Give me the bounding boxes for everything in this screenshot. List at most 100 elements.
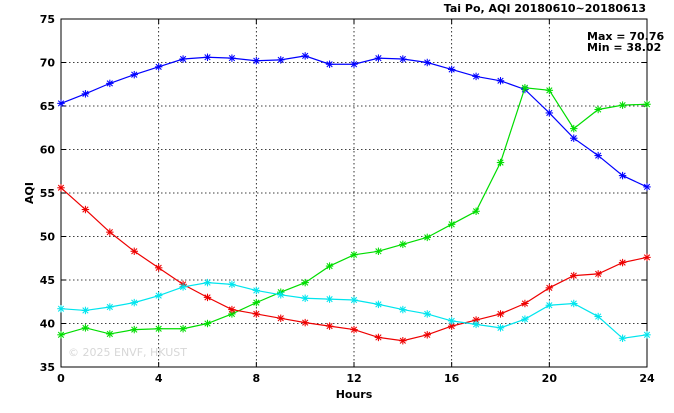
series-1-point-4 xyxy=(154,63,163,71)
series-2-point-14 xyxy=(399,240,407,249)
y-tick-label-45: 45 xyxy=(40,274,55,287)
series-4-point-17 xyxy=(472,320,480,329)
series-1-point-11 xyxy=(325,60,334,68)
series-4-point-20 xyxy=(545,301,554,309)
watermark-label: © 2025 ENVF, HKUST xyxy=(68,346,187,359)
series-3-point-3 xyxy=(130,247,138,256)
series-1-point-24 xyxy=(643,183,651,191)
x-tick-label-24: 24 xyxy=(639,372,655,385)
series-2-point-11 xyxy=(325,262,334,270)
series-2-point-10 xyxy=(301,278,309,287)
series-4-point-5 xyxy=(179,283,187,291)
series-4-point-9 xyxy=(277,291,285,299)
x-axis-label: Hours xyxy=(336,388,373,401)
x-tick-label-0: 0 xyxy=(57,372,65,385)
series-3-point-6 xyxy=(203,293,212,302)
series-4-point-13 xyxy=(374,300,383,309)
series-2-point-5 xyxy=(179,324,187,333)
tick-layer: 0 4 8 12 16 20 24 35 40 45 50 55 60 65 70 75 xyxy=(40,13,655,385)
x-tick-label-12: 12 xyxy=(346,372,361,385)
series-3-point-23 xyxy=(618,258,627,267)
series-4-point-1 xyxy=(81,306,90,315)
series-4-point-4 xyxy=(154,291,163,300)
series-4-point-11 xyxy=(325,295,334,303)
series-2-point-2 xyxy=(106,330,114,338)
y-tick-label-55: 55 xyxy=(40,187,55,200)
series-3-point-15 xyxy=(423,331,431,339)
series-3-point-11 xyxy=(325,322,334,330)
series-4-point-18 xyxy=(496,324,505,332)
series-3-point-10 xyxy=(301,318,309,327)
series-4-point-6 xyxy=(203,278,212,287)
y-tick-label-75: 75 xyxy=(40,13,55,26)
series-1-point-9 xyxy=(277,56,285,64)
series-1-point-1 xyxy=(81,90,90,98)
series-4-point-15 xyxy=(423,310,431,318)
series-2-point-15 xyxy=(423,233,431,242)
series-4-point-7 xyxy=(228,280,236,289)
series-3-point-9 xyxy=(277,314,285,323)
min-label: Min = 38.02 xyxy=(587,41,661,54)
series-3-point-13 xyxy=(374,333,383,342)
x-tick-label-8: 8 xyxy=(253,372,261,385)
series-3-point-24 xyxy=(643,253,651,262)
series-2-point-4 xyxy=(154,324,163,333)
chart-title: Tai Po, AQI 20180610~20180613 xyxy=(444,2,646,15)
series-3-point-4 xyxy=(154,264,163,272)
series-1-point-10 xyxy=(301,52,309,60)
series-1-point-18 xyxy=(496,77,505,85)
x-tick-label-4: 4 xyxy=(155,372,163,385)
series-3-point-18 xyxy=(496,310,505,318)
series-4-point-14 xyxy=(399,305,407,314)
series-1-point-23 xyxy=(618,171,627,180)
series-4-point-16 xyxy=(447,317,456,325)
series-2-point-21 xyxy=(570,124,578,133)
series-4-point-23 xyxy=(618,334,627,343)
series-2-point-23 xyxy=(618,101,627,109)
series-1-point-22 xyxy=(594,151,602,160)
series-3-point-20 xyxy=(545,284,554,292)
series-3-point-2 xyxy=(106,228,114,236)
series-4-point-12 xyxy=(350,296,358,304)
series-2-point-0 xyxy=(57,331,65,339)
series-1-point-2 xyxy=(106,79,114,88)
series-4-point-22 xyxy=(594,312,602,321)
series-1-point-20 xyxy=(545,109,554,117)
y-tick-label-50: 50 xyxy=(40,231,56,244)
x-tick-label-16: 16 xyxy=(444,372,460,385)
series-1-point-14 xyxy=(399,55,407,63)
max-label: Max = 70.76 xyxy=(587,30,664,43)
series-2-point-16 xyxy=(447,220,456,229)
series-3-point-0 xyxy=(57,184,65,192)
series-2-point-22 xyxy=(594,105,602,114)
series-3-point-19 xyxy=(521,299,529,308)
x-tick-label-20: 20 xyxy=(542,372,558,385)
series-2-point-13 xyxy=(374,247,383,256)
series-2-point-24 xyxy=(643,100,651,108)
series-2-point-17 xyxy=(472,207,480,215)
series-2-point-20 xyxy=(545,86,554,95)
y-tick-label-65: 65 xyxy=(40,100,55,113)
series-1-point-3 xyxy=(130,70,138,79)
series-2-point-1 xyxy=(81,324,90,332)
series-3-point-22 xyxy=(594,270,602,278)
grid-layer xyxy=(61,19,647,367)
series-4-point-8 xyxy=(252,286,261,295)
series-1-point-6 xyxy=(203,53,212,62)
series-1-point-0 xyxy=(57,99,65,108)
y-axis-label: AQI xyxy=(23,182,36,204)
series-3-point-8 xyxy=(252,310,261,318)
series-3-point-14 xyxy=(399,337,407,345)
series-4-point-3 xyxy=(130,298,138,307)
series-2-point-3 xyxy=(130,325,138,334)
series-1-point-15 xyxy=(423,58,431,67)
series-4-point-21 xyxy=(570,299,578,308)
series-1-point-8 xyxy=(252,57,261,65)
series-2-point-6 xyxy=(203,319,212,328)
y-tick-label-70: 70 xyxy=(40,57,56,70)
series-1-point-12 xyxy=(350,60,358,68)
series-1-point-5 xyxy=(179,55,187,63)
